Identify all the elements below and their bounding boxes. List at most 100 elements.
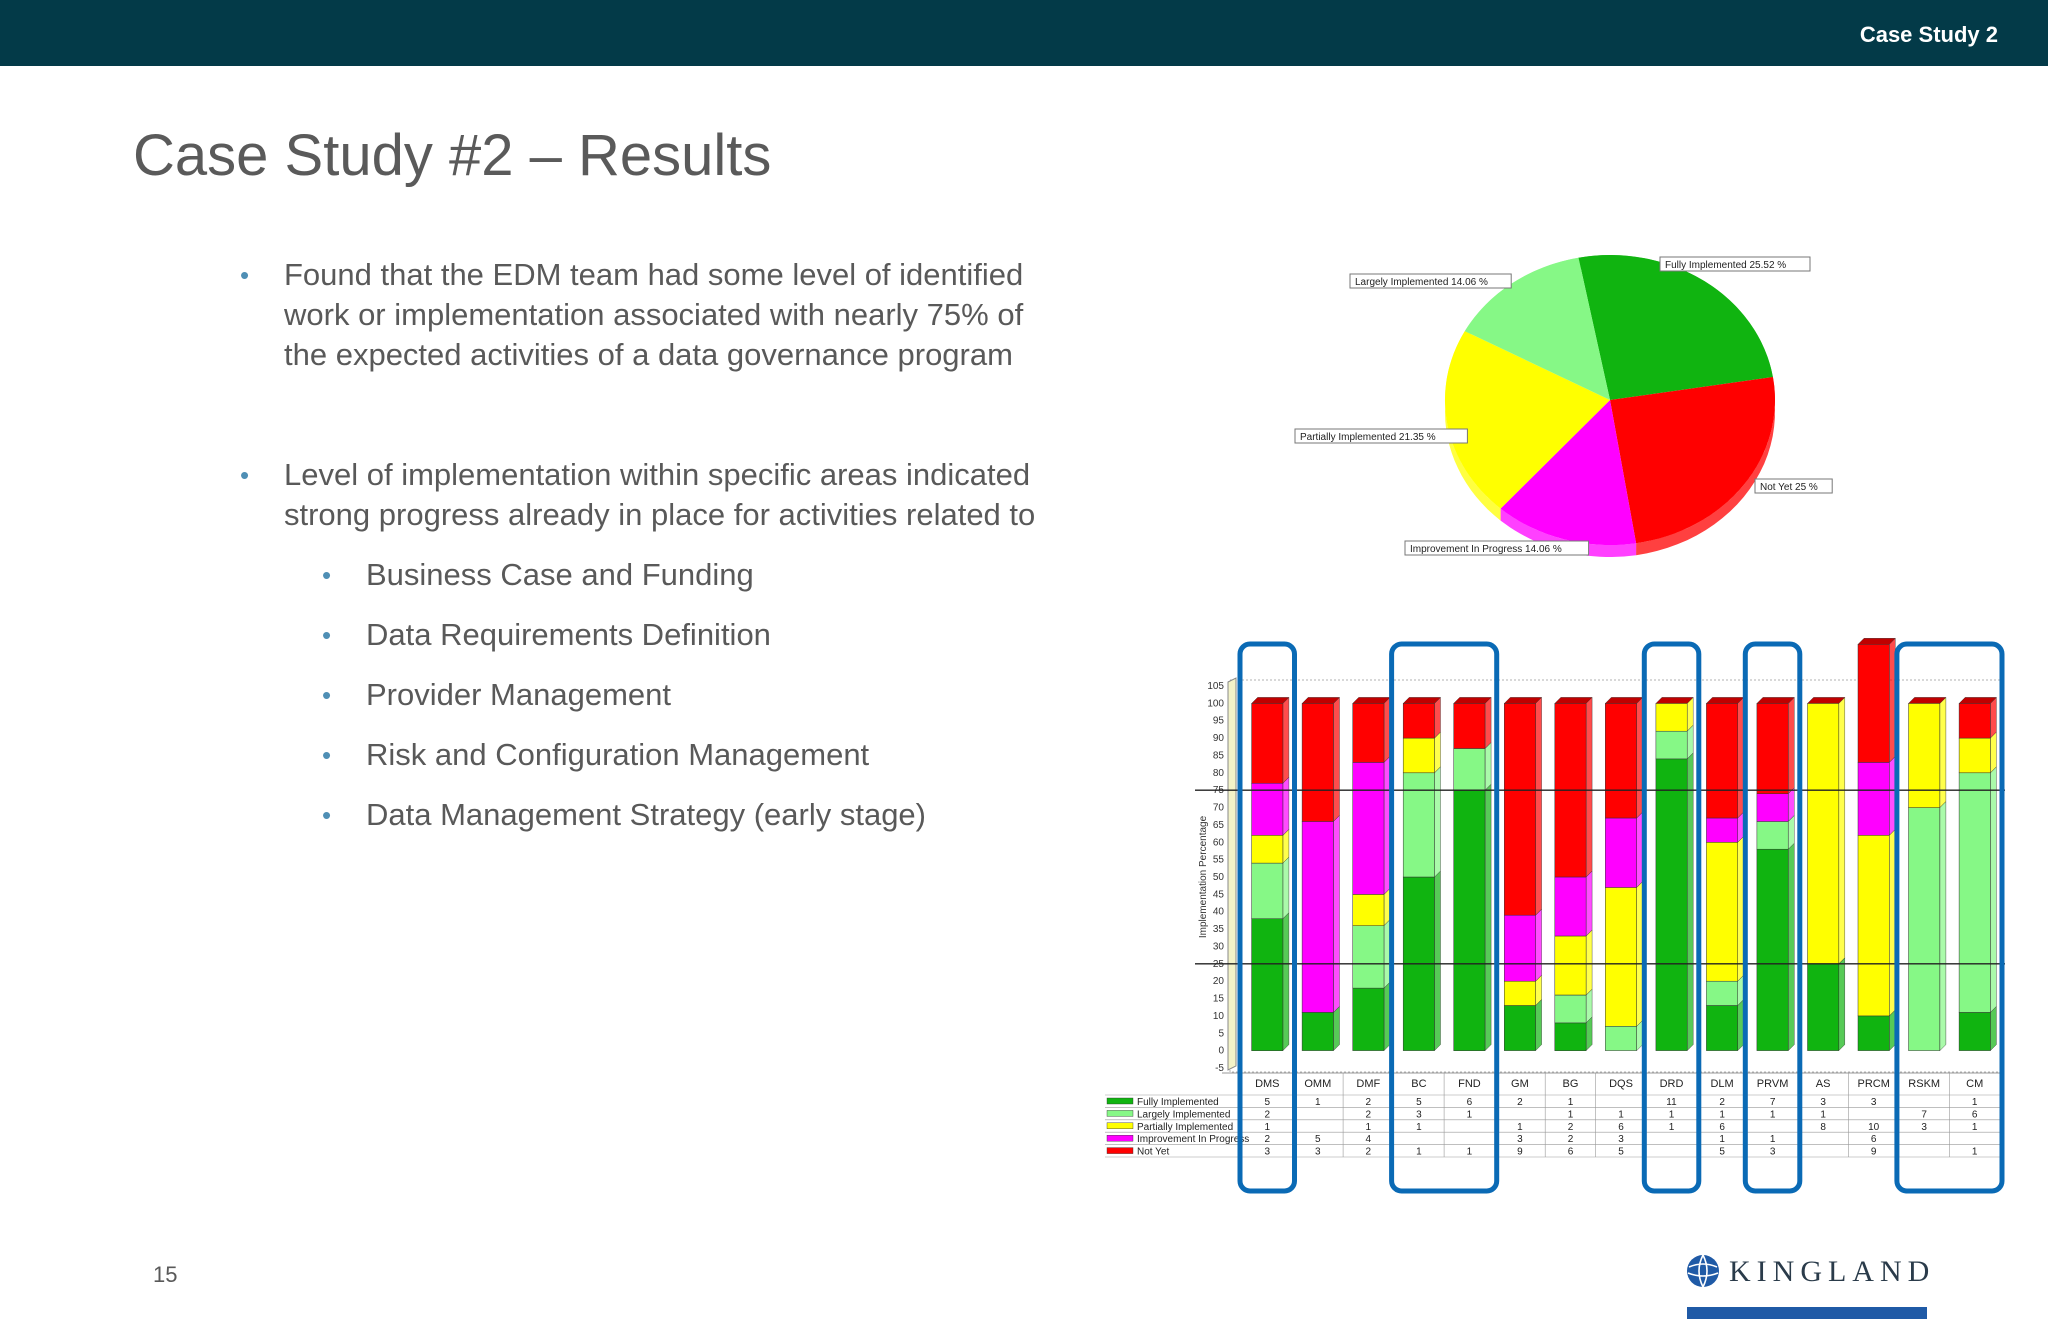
legend-label: Fully Implemented	[1137, 1097, 1219, 1108]
bar-side	[1383, 981, 1391, 1052]
bar-segment	[1908, 703, 1941, 808]
bullet-item: • Found that the EDM team had some level…	[240, 255, 1040, 375]
bar-segment	[1504, 703, 1536, 916]
y-tick-label: 100	[1207, 698, 1224, 709]
bar-top	[1352, 697, 1391, 704]
bar-side	[1282, 776, 1290, 836]
bar-side	[1383, 755, 1391, 895]
bar-side	[1939, 696, 1947, 808]
table-cell: 1	[1669, 1109, 1675, 1120]
y-tick-label: 5	[1218, 1028, 1224, 1039]
pie-label-box	[1294, 428, 1468, 444]
table-cell: 2	[1568, 1134, 1574, 1145]
bar-side	[1535, 908, 1542, 982]
bar-segment	[1807, 703, 1840, 965]
bar-segment	[1857, 762, 1890, 836]
table-cell: 2	[1265, 1109, 1271, 1120]
bar-segment	[1352, 925, 1385, 989]
bar-segment	[1958, 1012, 1991, 1051]
bar-segment	[1706, 703, 1738, 819]
bar-segment	[1605, 703, 1637, 819]
y-tick-label: 35	[1213, 924, 1225, 935]
bar-side	[1434, 870, 1441, 1052]
bar-side	[1838, 696, 1845, 965]
bar-top	[1301, 697, 1340, 704]
y-tick-label: 105	[1207, 681, 1224, 692]
y-tick-label: 55	[1213, 855, 1225, 866]
bar-segment	[1453, 789, 1486, 1051]
bar-segment	[1807, 963, 1840, 1051]
pie-label: Partially Implemented 21.35 %	[1294, 428, 1468, 444]
x-tick-label: GM	[1511, 1078, 1529, 1090]
pie-label-text: Not Yet 25 %	[1760, 482, 1818, 493]
bullet-item: • Level of implementation within specifi…	[240, 455, 1040, 535]
pie-slice	[1464, 257, 1610, 400]
table-cell: 3	[1820, 1097, 1826, 1108]
bar-side	[1282, 696, 1290, 784]
table-cell: 1	[1669, 1122, 1675, 1133]
bar-segment	[1756, 703, 1789, 794]
legend-label: Improvement In Progress	[1137, 1134, 1249, 1145]
bar-segment	[1554, 876, 1587, 937]
table-cell: 6	[1972, 1109, 1978, 1120]
bar-side	[1484, 783, 1492, 1052]
table-cell: 2	[1366, 1109, 1372, 1120]
bar-side	[1434, 696, 1441, 739]
table-cell: 1	[1618, 1109, 1624, 1120]
bar-segment	[1352, 703, 1385, 763]
bar-segment	[1352, 987, 1385, 1051]
bar-segment	[1857, 644, 1890, 763]
bar-segment	[1756, 821, 1789, 850]
y-tick-label: 70	[1213, 803, 1225, 814]
sub-bullet-text: Data Requirements Definition	[366, 617, 771, 652]
table-cell: 1	[1517, 1122, 1523, 1133]
bar-segment	[1301, 1012, 1334, 1051]
bar-top	[1655, 697, 1694, 704]
x-tick-label: AS	[1816, 1078, 1831, 1090]
bar-side	[1990, 696, 1997, 739]
table-cell: 1	[1820, 1109, 1826, 1120]
y-tick-label: 40	[1213, 907, 1225, 918]
legend-label: Not Yet	[1137, 1147, 1169, 1158]
pie-label-text: Largely Implemented 14.06 %	[1355, 277, 1488, 288]
pie-label-box	[1659, 256, 1811, 272]
x-tick-label: DRD	[1660, 1078, 1684, 1090]
bar-side	[1636, 696, 1643, 819]
bar-segment	[1554, 1022, 1587, 1051]
bar-side	[1737, 835, 1744, 982]
bar-segment	[1706, 817, 1738, 843]
bar-segment	[1402, 703, 1435, 739]
table-cell: 6	[1467, 1097, 1473, 1108]
x-tick-label: PRVM	[1757, 1078, 1789, 1090]
bar-segment	[1504, 1005, 1536, 1051]
bullet-dot: •	[322, 620, 332, 650]
y-tick-label: 95	[1213, 716, 1225, 727]
bar-top	[1705, 697, 1745, 704]
header-label: Case Study 2	[1859, 22, 1998, 47]
bar-side	[1737, 999, 1744, 1052]
bar-segment	[1352, 762, 1385, 895]
table-cell: 1	[1467, 1109, 1473, 1120]
bar-side	[1383, 696, 1391, 763]
table-cell: 1	[1568, 1109, 1574, 1120]
bar-side	[1585, 929, 1593, 996]
x-tick-label: DMS	[1255, 1078, 1279, 1090]
bar-side	[1990, 766, 1997, 1013]
bar-side	[1383, 919, 1391, 989]
table-cell: 10	[1868, 1122, 1880, 1133]
x-tick-label: CM	[1966, 1078, 1983, 1090]
bar-top	[1503, 697, 1543, 704]
table-cell: 1	[1972, 1097, 1978, 1108]
table-cell: 1	[1265, 1122, 1271, 1133]
sub-bullet-text: Provider Management	[366, 677, 671, 712]
table-cell: 1	[1770, 1109, 1776, 1120]
bar-side	[1687, 752, 1694, 1052]
slide-title: Case Study #2 – Results	[133, 123, 772, 188]
bar-segment	[1554, 994, 1587, 1024]
x-tick-label: DLM	[1710, 1078, 1733, 1090]
pie-label: Not Yet 25 %	[1754, 478, 1833, 494]
legend-swatch	[1106, 1097, 1134, 1105]
sub-bullet-item: • Risk and Configuration Management	[322, 735, 1040, 775]
bar-segment	[1958, 703, 1991, 739]
bar-side	[1434, 731, 1441, 774]
